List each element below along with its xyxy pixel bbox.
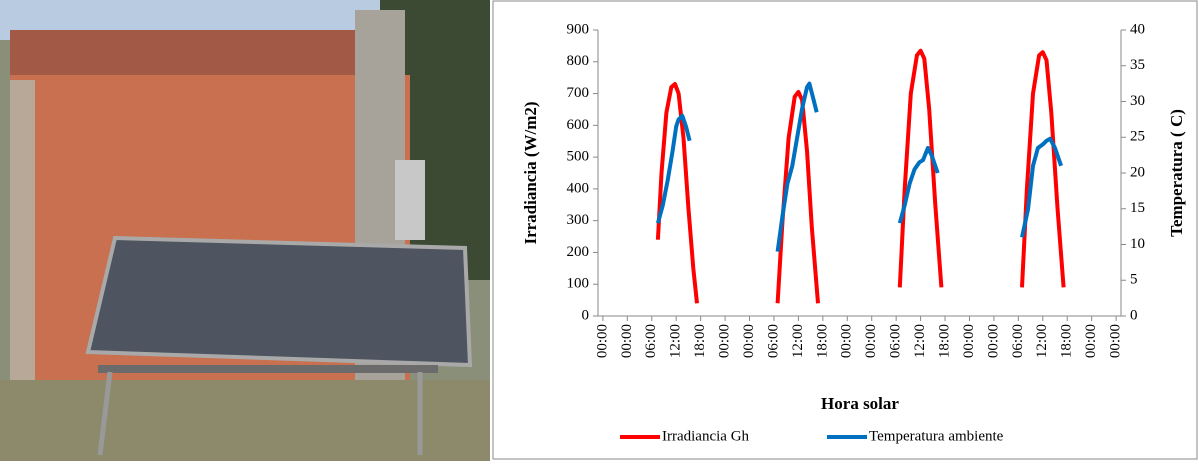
legend-label: Irradiancia Gh	[662, 428, 750, 444]
y-tick-label: 300	[567, 212, 590, 228]
y-tick-label: 100	[567, 276, 590, 292]
panel-frame	[98, 365, 438, 373]
y-tick-label: 700	[567, 85, 590, 101]
chart-frame	[492, 0, 1198, 460]
x-tick-label: 12:00	[668, 324, 684, 358]
legend-label: Temperatura ambiente	[869, 428, 1004, 444]
y2-tick-label: 0	[1130, 307, 1138, 323]
x-tick-label: 00:00	[619, 324, 635, 358]
y2-tick-label: 35	[1130, 57, 1145, 73]
y-tick-label: 200	[567, 244, 590, 260]
x-tick-label: 18:00	[814, 324, 830, 358]
x-tick-label: 00:00	[839, 324, 855, 358]
x-tick-label: 06:00	[888, 324, 904, 358]
y2-tick-label: 40	[1130, 21, 1145, 37]
pipe	[395, 160, 425, 240]
x-tick-label: 12:00	[912, 324, 928, 358]
wall-edge	[10, 80, 35, 410]
y-tick-label: 500	[567, 149, 590, 165]
y-tick-label: 600	[567, 117, 590, 133]
x-tick-label: 18:00	[692, 324, 708, 358]
series-line	[655, 48, 1066, 304]
x-tick-label: 06:00	[643, 324, 659, 358]
photo	[0, 0, 490, 461]
x-tick-label: 18:00	[936, 324, 952, 358]
y-axis-title: Irradiancia (W/m2)	[521, 101, 540, 244]
series-line	[655, 81, 1063, 252]
ground	[0, 380, 490, 461]
x-axis-title: Hora solar	[821, 394, 899, 413]
y-tick-label: 400	[567, 180, 590, 196]
x-tick-label: 00:00	[741, 324, 757, 358]
x-tick-label: 12:00	[790, 324, 806, 358]
x-tick-label: 18:00	[1059, 324, 1075, 358]
y-tick-label: 800	[567, 53, 590, 69]
x-tick-label: 00:00	[1108, 324, 1124, 358]
x-tick-label: 06:00	[1010, 324, 1026, 358]
x-tick-label: 00:00	[961, 324, 977, 358]
solar-panel	[85, 235, 473, 368]
y-tick-label: 900	[567, 21, 590, 37]
y2-tick-label: 20	[1130, 164, 1145, 180]
y2-tick-label: 30	[1130, 93, 1145, 109]
x-tick-label: 00:00	[985, 324, 1001, 358]
x-tick-label: 12:00	[1034, 324, 1050, 358]
y2-tick-label: 25	[1130, 129, 1145, 145]
y2-axis-title: Temperatura ( C)	[1167, 109, 1186, 237]
y-tick-label: 0	[582, 307, 590, 323]
y2-tick-label: 15	[1130, 200, 1145, 216]
panel-leg	[97, 371, 113, 456]
y2-tick-label: 5	[1130, 272, 1138, 288]
y2-tick-label: 10	[1130, 236, 1145, 252]
x-tick-label: 00:00	[594, 324, 610, 358]
x-tick-label: 00:00	[1083, 324, 1099, 358]
x-tick-label: 00:00	[863, 324, 879, 358]
x-tick-label: 06:00	[765, 324, 781, 358]
x-tick-label: 00:00	[717, 324, 733, 358]
